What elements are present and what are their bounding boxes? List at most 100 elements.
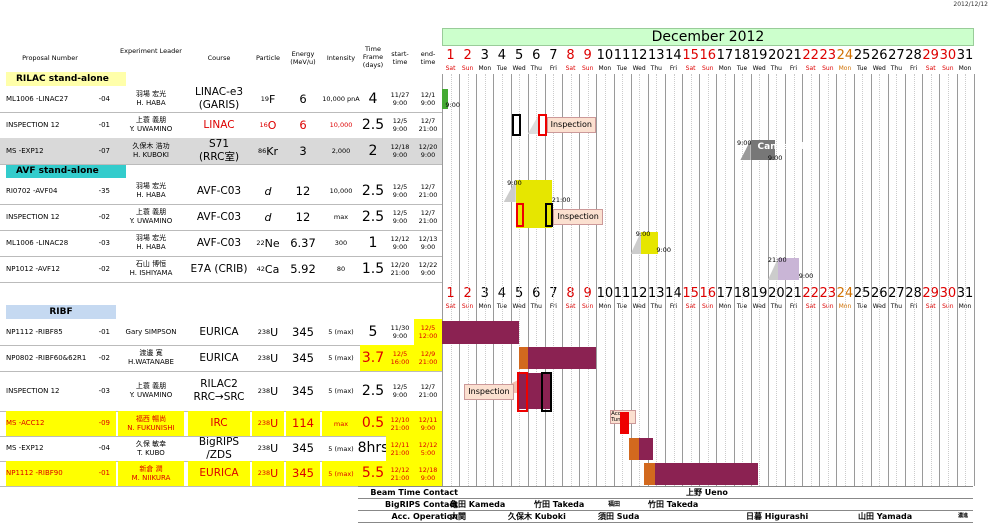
bigrips-2: 竹田 Takeda <box>534 500 585 509</box>
course-line-2: (RRC室) <box>198 151 240 163</box>
start-clock: 9:00 <box>392 125 408 133</box>
start-time: 12/12 9:00 <box>386 230 414 256</box>
intensity: 80 <box>336 265 346 273</box>
proposal-suffix: -01 <box>98 327 110 336</box>
day-number: 21 <box>785 286 802 301</box>
acc-6: 濃進 <box>958 513 969 519</box>
day-of-week: Sat <box>925 65 936 72</box>
day-number: 25 <box>853 48 871 63</box>
start-date: 12/20 <box>390 261 410 269</box>
course: E7A (CRIB) <box>188 256 250 282</box>
experiment-leader: 上蓑 義朋 Y. UWAMINO <box>118 204 184 230</box>
kr-bar <box>750 140 775 160</box>
start-clock: 9:00 <box>392 217 408 225</box>
day-gridline <box>664 74 666 486</box>
schedule-row: NP1112 -RIBF90 -01 新倉 潤 M. NIIKURA EURICA 238… <box>0 461 442 487</box>
end-date: 12/7 <box>420 183 436 191</box>
start-date: 12/12 <box>390 465 410 474</box>
end-date: 12/13 <box>418 235 438 243</box>
day-number: 31 <box>956 48 974 63</box>
print-date: 2012/12/12 <box>953 1 988 8</box>
course-line-1: IRC <box>210 417 228 429</box>
day-of-week: Wed <box>632 303 646 310</box>
exp12-bar <box>639 438 653 460</box>
bigrips-label: BigRIPS Contact <box>385 500 458 509</box>
day-of-week: Mon <box>718 303 732 310</box>
leader-name-jp: 福西 暢尚 <box>135 414 167 423</box>
day-of-week: Wed <box>752 65 766 72</box>
day-number: 27 <box>888 286 905 301</box>
experiment-leader: 羽場 宏光 H. HABA <box>118 178 184 204</box>
time-frame: 0.5 <box>360 411 386 436</box>
intensity: 5 (max) <box>328 328 354 336</box>
day-number: 27 <box>888 48 905 63</box>
section-avf: AVF stand-alone <box>6 164 126 178</box>
proposal-id: INSPECTION 12 <box>6 386 60 395</box>
day-gridline <box>922 74 924 486</box>
end-time: 12/7 21:00 <box>414 204 442 230</box>
intensity: 10,000 pnA <box>322 95 360 103</box>
start-date: 11/30 <box>390 324 410 332</box>
particle: d <box>252 178 284 204</box>
day-number: 1 <box>446 48 455 63</box>
inspection-avf-black <box>544 203 554 227</box>
particle: 16 O <box>252 112 284 138</box>
day-of-week: Wed <box>512 65 526 72</box>
day-of-week: Wed <box>872 65 886 72</box>
start-time: 12/5 16:00 <box>386 345 414 371</box>
avf04-start: 9:00 <box>507 179 522 187</box>
half-day-gridline <box>587 74 589 486</box>
day-of-week: Tue <box>856 303 868 310</box>
linac28-bar <box>640 232 659 254</box>
kr-start: 9:00 <box>736 139 752 147</box>
half-day-gridline <box>639 74 641 486</box>
day-number: 22 <box>802 48 819 63</box>
leader-name-jp: 新倉 潤 <box>139 464 163 473</box>
start-date: 12/5 <box>392 209 408 217</box>
day-number: 2 <box>463 48 472 63</box>
time-frame: 2.5 <box>361 116 385 133</box>
day-number: 19 <box>750 48 768 63</box>
particle-mass: 22 <box>256 238 265 247</box>
day-of-week: Wed <box>872 303 886 310</box>
header-proposal: Proposal Number <box>22 54 78 62</box>
start-clock: 9:00 <box>392 332 408 340</box>
particle-mass: 19 <box>260 94 269 103</box>
energy: 5.92 <box>290 261 316 276</box>
schedule-row: MS -EXP12 -04 久保 敏幸 T. KUBO BigRIPS/ZDS 238 U 3… <box>0 436 442 462</box>
day-of-week: Mon <box>718 65 732 72</box>
day-of-week: Fri <box>909 65 918 72</box>
inspection-label-rilac: Inspection <box>546 117 596 133</box>
proposal-id: NP1012 -AVF12 <box>6 264 60 273</box>
end-time: 12/1 9:00 <box>414 86 442 112</box>
acc-4: 日暮 Higurashi <box>746 512 809 521</box>
day-gridline <box>562 74 564 486</box>
day-gridline <box>459 74 461 486</box>
start-date: 12/5 <box>392 117 408 125</box>
leader-name-en: H. HABA <box>136 99 166 107</box>
ca-end: 9:00 <box>798 272 814 280</box>
start-time: 11/27 9:00 <box>386 86 414 112</box>
day-of-week: Mon <box>838 303 852 310</box>
day-gridline <box>767 74 769 486</box>
section-ribf: RIBF <box>6 305 116 319</box>
day-of-week: Thu <box>770 65 782 72</box>
day-number: 23 <box>819 48 837 63</box>
particle-element: d <box>264 210 272 224</box>
kr-end: 9:00 <box>767 154 783 162</box>
inspection-marker-red <box>538 114 547 136</box>
schedule-row: RI0702 -AVF04 -35 羽場 宏光 H. HABA AVF-C03 d 12 10… <box>0 178 442 205</box>
course-line-2: (GARIS) <box>198 99 240 111</box>
start-time: 12/18 9:00 <box>386 138 414 164</box>
day-of-week: Sun <box>581 65 594 72</box>
day-of-week: Thu <box>650 303 662 310</box>
proposal-id: MS -EXP12 <box>6 146 44 155</box>
course-line-1: S71 <box>208 138 230 150</box>
ca-bar <box>778 258 799 280</box>
end-time: 12/9 21:00 <box>414 345 442 371</box>
leader-name-en: H. HABA <box>136 243 166 251</box>
particle-mass: 86 <box>257 146 267 155</box>
header-particle: Particle <box>255 54 281 62</box>
day-of-week: Thu <box>890 65 903 72</box>
energy: 12 <box>295 183 311 198</box>
